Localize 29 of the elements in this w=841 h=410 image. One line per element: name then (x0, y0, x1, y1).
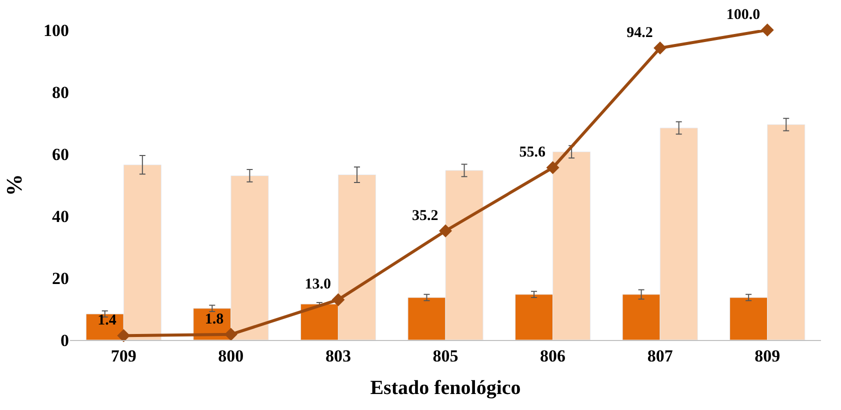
x-tick-label: 709 (110, 346, 136, 366)
x-tick-label: 806 (540, 346, 566, 366)
y-axis-title: % (1, 174, 26, 196)
y-tick-label: 40 (52, 206, 69, 226)
x-tick-label: 800 (218, 346, 244, 366)
y-tick-label: 60 (52, 144, 69, 164)
data-label: 55.6 (519, 144, 546, 161)
y-tick-label: 20 (52, 268, 69, 288)
y-tick-label: 100 (44, 20, 69, 40)
x-tick-label: 809 (754, 346, 780, 366)
data-label: 94.2 (626, 24, 653, 41)
y-tick-label: 80 (52, 82, 69, 102)
point (332, 293, 345, 306)
data-label: 1.4 (98, 312, 117, 329)
point (224, 328, 238, 341)
data-label: 100.0 (726, 7, 760, 23)
point (760, 24, 774, 36)
point (546, 161, 560, 174)
x-tick-label: 805 (432, 346, 458, 366)
point (654, 41, 667, 54)
x-tick-label: 803 (325, 346, 351, 366)
y-tick-label: 0 (60, 330, 69, 350)
data-label: 13.0 (304, 276, 331, 293)
x-axis-title: Estado fenológico (370, 376, 521, 399)
point (117, 329, 130, 342)
data-label: 35.2 (412, 208, 438, 224)
x-tick-label: 807 (647, 346, 674, 366)
point (439, 224, 452, 238)
data-label: 1.8 (204, 311, 224, 328)
